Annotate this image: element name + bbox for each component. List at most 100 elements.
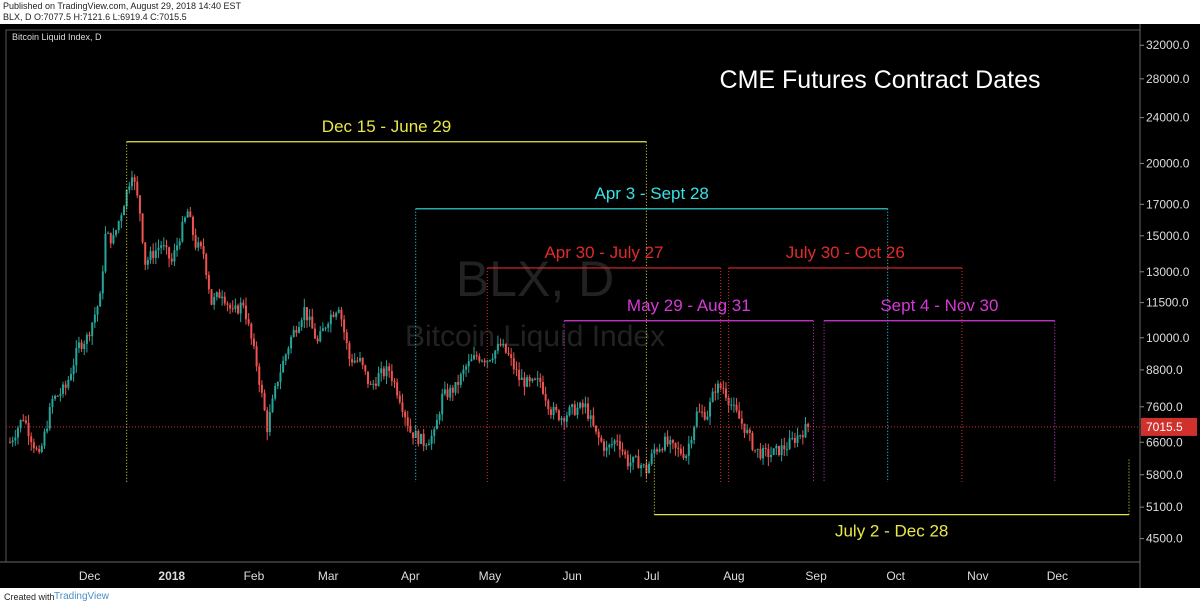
candle-body [653,449,656,454]
candle-body [138,195,141,214]
created-with-text: Created with [4,592,55,602]
candle-body [356,360,359,362]
candle-body [69,374,72,380]
candle-body [610,444,613,446]
x-tick-label: Dec [1047,569,1068,583]
candle-body [748,429,751,433]
candle-body [298,326,301,333]
x-tick-label: 2018 [158,569,185,583]
candle-body [359,357,362,361]
candle-body [218,292,221,299]
candle-body [785,449,788,451]
candle-body [364,365,367,372]
contract-bracket: Apr 30 - July 27 [486,243,722,482]
candle-body [189,211,192,217]
candle-body [597,431,600,438]
candle-body [401,402,404,412]
candle-body [91,322,94,337]
candle-body [531,378,534,382]
candle-body [72,365,75,375]
candle-body [292,330,295,337]
candle-body [162,245,165,247]
candle-body [130,177,133,187]
candle-body [93,314,96,323]
y-tick-label: 20000.0 [1146,156,1190,170]
candle-body [345,332,348,344]
candle-body [324,327,327,329]
candle-body [693,426,696,440]
candle-body [777,445,780,456]
candle-body [791,437,794,439]
candle-body [112,235,115,244]
candle-body [695,411,698,427]
contract-label: July 30 - Oct 26 [786,243,905,262]
price-chart[interactable]: BLX, D Bitcoin Liquid Index 32000.0 28000.0… [0,24,1200,588]
candle-body [313,328,316,339]
candle-body [335,312,338,317]
candle-body [796,435,799,443]
candle-body [157,247,160,251]
candle-body [690,439,693,444]
tradingview-link[interactable]: TradingView [54,591,110,602]
x-tick-label: Jun [562,569,581,583]
candle-body [422,433,425,446]
ohlc-readout: BLX, D O:7077.5 H:7121.6 L:6919.4 C:7015… [3,12,187,22]
candle-body [316,338,319,342]
candle-body [62,384,65,394]
candle-body [99,293,102,307]
contract-label: Apr 30 - July 27 [544,243,663,262]
candle-body [181,221,184,242]
candle-body [520,377,523,380]
candle-body [467,361,470,367]
candle-body [165,245,168,248]
candle-body [404,411,407,418]
candle-body [48,407,51,429]
candle-body [807,423,810,427]
candle-body [425,445,428,447]
candle-body [441,393,444,415]
candle-body [547,400,550,410]
candle-body [438,414,441,421]
candle-body [104,233,107,272]
contract-label: May 29 - Aug 31 [627,296,751,315]
candle-body [595,425,598,432]
candle-body [186,211,189,218]
candle-body [515,369,518,371]
candle-body [274,386,277,399]
candle-body [624,451,627,455]
y-tick-label: 7600.0 [1146,400,1183,414]
candle-body [557,410,560,420]
contract-brackets: Dec 15 - June 29 Apr 3 - Sept 28 Apr 30 - … [126,117,1130,541]
candle-body [780,445,783,456]
candle-body [661,449,664,451]
candle-body [123,206,126,216]
candle-body [663,436,666,451]
candle-body [496,343,499,351]
y-tick-label: 10000.0 [1146,331,1190,345]
candle-body [263,392,266,411]
candle-body [772,448,775,455]
x-tick-label: Mar [318,569,339,583]
candle-body [451,387,454,393]
candle-body [539,378,542,382]
candle-body [534,378,537,380]
x-tick-label: Feb [244,569,265,583]
candle-body [149,251,152,261]
candle-body [24,420,27,424]
candle-body [38,448,41,452]
candle-body [279,372,282,382]
candle-body [372,383,375,385]
candle-body [85,334,88,344]
candle-body [608,444,611,448]
x-tick-label: Apr [401,569,420,583]
footer-bar: Created with TradingView [0,588,1200,608]
candle-body [711,391,714,402]
candle-body [332,314,335,317]
candle-body [568,407,571,416]
candle-body [473,355,476,360]
candle-body [19,420,22,429]
candle-body [377,373,380,386]
candle-body [616,440,619,442]
candle-body [629,462,632,467]
x-tick-label: Aug [723,569,744,583]
